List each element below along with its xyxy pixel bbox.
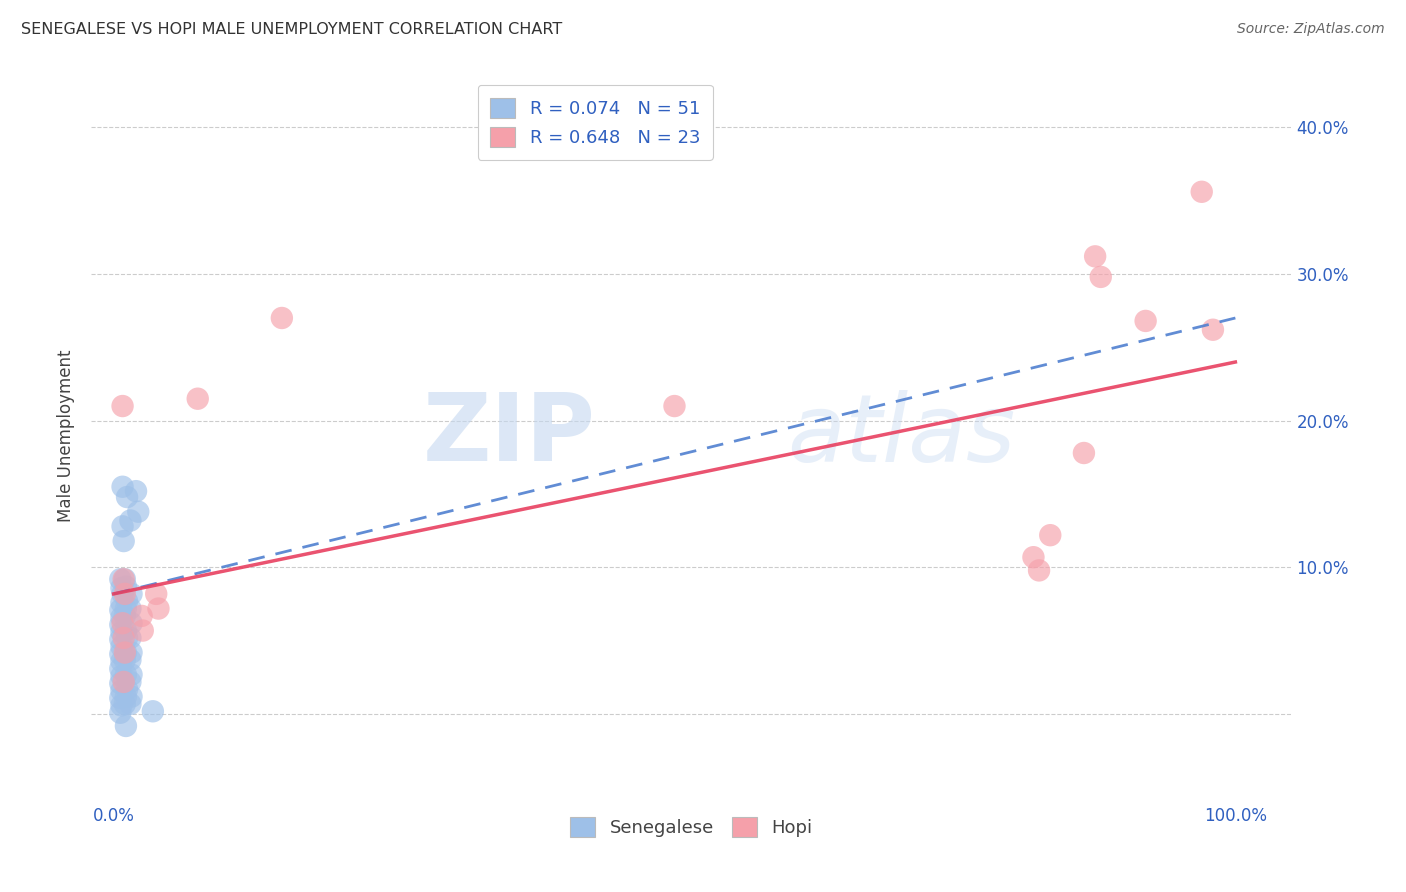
Point [110,669,132,683]
Point [120,697,142,711]
Text: ZIP: ZIP [422,390,595,482]
Point [121,667,143,681]
Point [110,625,132,640]
Point [120,601,142,615]
Point [110,617,132,632]
Point [145,587,167,601]
Point [121,646,143,660]
Point [120,631,142,645]
Point [115,624,138,638]
Point [115,719,138,733]
Point [121,690,143,704]
Point [1135,314,1157,328]
Point [1090,269,1112,284]
Point [1073,446,1095,460]
Point [110,603,132,617]
Point [1028,563,1050,577]
Point [110,706,132,720]
Point [115,667,138,681]
Point [110,610,132,624]
Point [114,608,136,623]
Point [187,392,209,406]
Point [111,399,134,413]
Point [115,490,138,504]
Text: atlas: atlas [787,390,1015,481]
Point [112,572,135,586]
Point [114,653,136,667]
Point [110,581,132,595]
Point [142,704,165,718]
Point [121,587,143,601]
Point [132,624,155,638]
Point [110,647,132,661]
Point [148,601,170,615]
Point [125,484,148,499]
Text: Source: ZipAtlas.com: Source: ZipAtlas.com [1237,22,1385,37]
Text: SENEGALESE VS HOPI MALE UNEMPLOYMENT CORRELATION CHART: SENEGALESE VS HOPI MALE UNEMPLOYMENT COR… [21,22,562,37]
Point [110,698,132,713]
Point [110,632,132,647]
Point [110,572,132,586]
Point [1039,528,1062,542]
Point [112,534,135,549]
Point [111,587,134,601]
Point [110,676,132,690]
Point [115,690,138,704]
Point [121,616,143,631]
Point [115,631,138,645]
Point [110,654,132,668]
Point [115,646,138,660]
Point [1202,323,1225,337]
Point [110,596,132,610]
Point [114,697,136,711]
Point [110,691,132,706]
Point [110,662,132,676]
Y-axis label: Male Unemployment: Male Unemployment [58,349,75,522]
Point [114,646,136,660]
Point [1084,249,1107,263]
Point [120,514,142,528]
Point [127,505,149,519]
Point [115,580,138,594]
Point [115,594,138,608]
Point [110,640,132,654]
Point [110,683,132,698]
Point [111,480,134,494]
Point [120,675,142,690]
Point [112,631,135,645]
Point [111,519,134,533]
Point [131,608,153,623]
Point [1191,185,1213,199]
Point [111,616,134,631]
Point [115,601,138,615]
Legend: Senegalese, Hopi: Senegalese, Hopi [562,809,820,845]
Point [115,682,138,697]
Point [270,310,292,325]
Point [664,399,686,413]
Point [114,587,136,601]
Point [1022,550,1045,565]
Point [112,675,135,690]
Point [114,572,136,586]
Point [120,653,142,667]
